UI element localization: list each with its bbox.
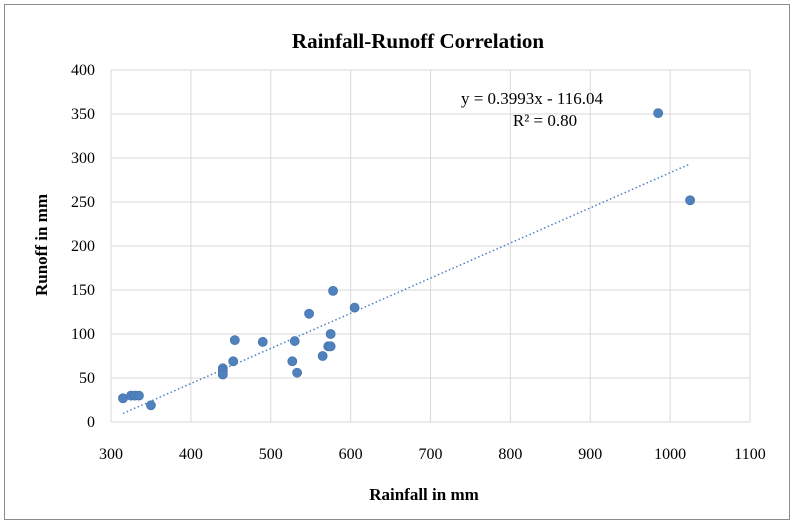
x-tick-label: 300 (99, 446, 123, 463)
chart-frame (4, 4, 790, 520)
x-tick-label: 900 (578, 446, 602, 463)
y-tick-labels: 0 50 100 150 200 250 300 350 400 (71, 62, 95, 431)
y-tick-label: 200 (71, 238, 95, 255)
data-points (118, 108, 695, 411)
y-tick-label: 300 (71, 150, 95, 167)
y-tick-label: 150 (71, 282, 95, 299)
data-point (228, 356, 239, 367)
y-tick-label: 100 (71, 326, 95, 343)
data-point (685, 195, 695, 206)
x-tick-label: 1100 (734, 446, 765, 463)
data-point (287, 356, 298, 367)
data-point (292, 367, 303, 378)
y-tick-label: 0 (87, 414, 95, 431)
y-tick-label: 350 (71, 106, 95, 123)
data-point (325, 341, 336, 352)
y-axis-title: Runoff in mm (32, 194, 51, 296)
data-point (229, 335, 240, 346)
data-point (349, 302, 360, 313)
r-squared-label: R² = 0.80 (513, 111, 577, 130)
data-point (257, 337, 268, 347)
data-point (653, 108, 664, 119)
data-point (304, 308, 314, 319)
chart-title: Rainfall-Runoff Correlation (292, 29, 545, 53)
y-tick-label: 250 (71, 194, 95, 211)
x-tick-label: 700 (419, 446, 443, 463)
data-point (325, 329, 336, 339)
x-tick-labels: 300 400 500 600 700 800 900 1000 1100 (99, 446, 766, 463)
y-tick-label: 50 (79, 370, 95, 387)
data-point (289, 336, 300, 346)
trendline-equation: y = 0.3993x - 116.04 (461, 89, 604, 108)
trendline (122, 163, 691, 415)
data-point (328, 285, 338, 296)
data-point (134, 390, 144, 401)
y-tick-label: 400 (71, 62, 95, 79)
data-point (217, 369, 228, 380)
x-axis-title: Rainfall in mm (369, 485, 479, 504)
x-tick-label: 500 (259, 446, 283, 463)
x-tick-label: 800 (498, 446, 522, 463)
data-point (317, 351, 328, 361)
x-tick-label: 1000 (654, 446, 686, 463)
data-point (146, 400, 156, 411)
x-tick-label: 400 (179, 446, 203, 463)
x-tick-label: 600 (339, 446, 363, 463)
gridlines (110, 69, 751, 423)
